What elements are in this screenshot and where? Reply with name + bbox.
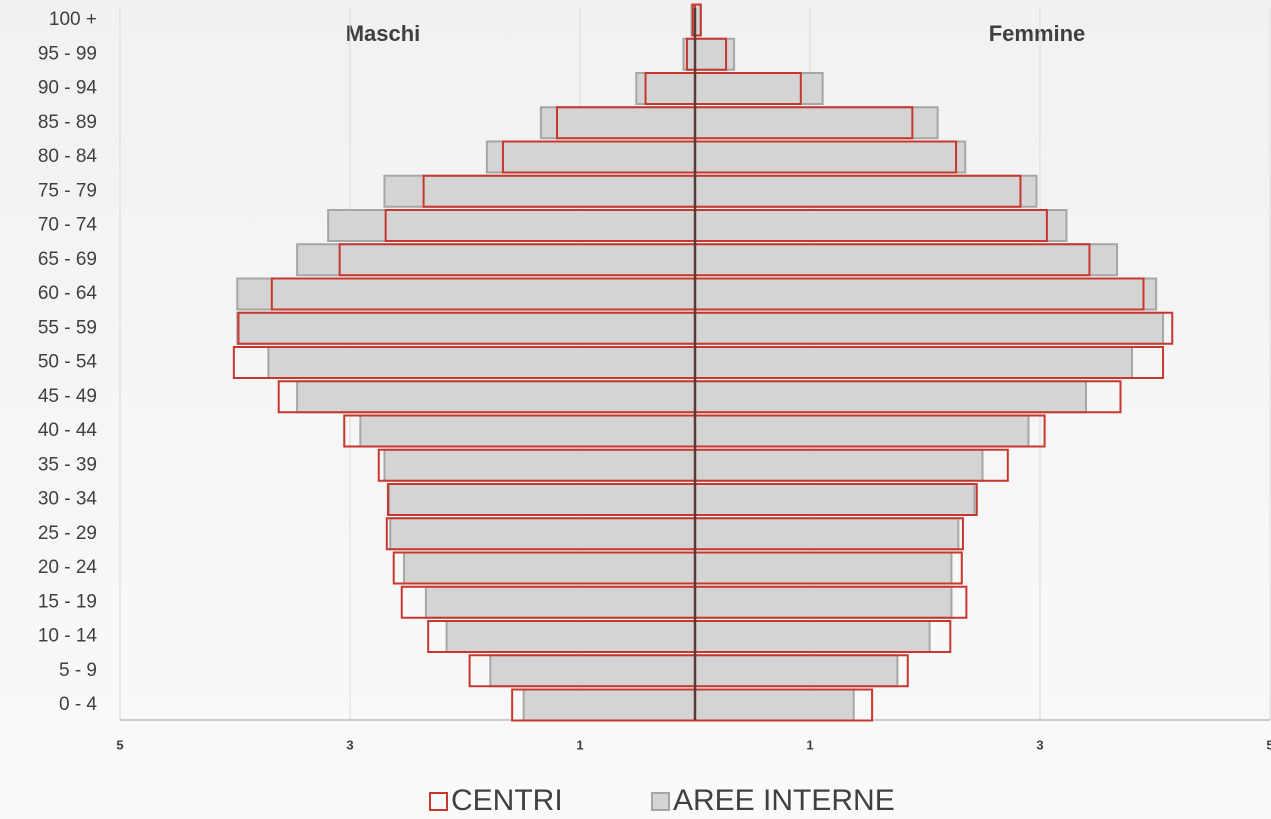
bar — [694, 346, 1133, 379]
y-tick-label: 30 - 34 — [38, 489, 98, 510]
x-tick-label: 5 — [1266, 737, 1271, 752]
bar — [236, 277, 697, 311]
x-tick-label: 1 — [576, 737, 583, 752]
y-tick-label: 10 - 14 — [38, 626, 98, 647]
bar — [694, 414, 1030, 448]
y-tick-label: 55 - 59 — [38, 317, 97, 338]
bar — [296, 243, 696, 277]
bar — [694, 654, 899, 688]
bar — [694, 483, 976, 516]
bar — [383, 174, 696, 208]
y-tick-label: 40 - 44 — [38, 420, 98, 441]
y-tick-label: 60 - 64 — [38, 283, 98, 304]
bar — [485, 140, 696, 174]
legend-swatch — [651, 792, 670, 811]
bar — [359, 414, 696, 448]
bar — [694, 448, 984, 482]
x-tick-label: 5 — [116, 737, 123, 752]
legend-swatch — [429, 792, 448, 811]
bar — [694, 37, 736, 71]
bar — [489, 654, 696, 688]
bar — [694, 551, 953, 585]
bar — [389, 517, 696, 551]
legend-label: AREE INTERNE — [673, 784, 895, 817]
bar — [424, 585, 696, 619]
y-tick-label: 5 - 9 — [59, 660, 97, 681]
y-tick-label: 15 - 19 — [38, 591, 97, 612]
bar — [388, 483, 696, 516]
bar — [694, 380, 1087, 414]
bar — [694, 209, 1068, 242]
bar — [694, 688, 855, 722]
x-tick-label: 1 — [806, 737, 813, 752]
y-tick-label: 65 - 69 — [38, 249, 97, 270]
bar — [694, 277, 1158, 311]
bar — [327, 209, 696, 242]
y-tick-label: 90 - 94 — [38, 78, 98, 99]
y-tick-label: 0 - 4 — [59, 694, 97, 715]
y-tick-label: 35 - 39 — [38, 454, 97, 475]
bar — [694, 72, 824, 105]
right-label: Femmine — [989, 21, 1086, 46]
y-tick-label: 45 - 49 — [38, 386, 97, 407]
left-label: Maschi — [346, 21, 421, 46]
bar — [236, 311, 697, 345]
legend-label: CENTRI — [451, 784, 563, 817]
y-tick-label: 50 - 54 — [38, 352, 98, 373]
bar — [694, 585, 953, 619]
bar — [694, 174, 1038, 208]
y-tick-label: 75 - 79 — [38, 180, 97, 201]
bar — [267, 346, 696, 379]
bar — [445, 620, 696, 653]
bar — [694, 517, 960, 551]
bar — [682, 37, 696, 71]
y-tick-label: 20 - 24 — [38, 557, 98, 578]
bar — [522, 688, 697, 722]
x-tick-label: 3 — [346, 737, 353, 752]
bar — [296, 380, 696, 414]
bar — [403, 551, 696, 585]
y-tick-label: 95 - 99 — [38, 43, 97, 64]
y-tick-label: 100 + — [49, 9, 97, 30]
bar — [694, 311, 1165, 345]
bar — [383, 448, 696, 482]
bar — [694, 620, 931, 653]
bar — [694, 106, 939, 140]
bar — [694, 140, 967, 174]
bar — [694, 243, 1119, 277]
y-tick-label: 70 - 74 — [38, 215, 98, 236]
y-tick-label: 25 - 29 — [38, 523, 97, 544]
y-tick-label: 80 - 84 — [38, 146, 98, 167]
bar — [539, 106, 697, 140]
y-tick-label: 85 - 89 — [38, 112, 97, 133]
x-tick-label: 3 — [1036, 737, 1043, 752]
